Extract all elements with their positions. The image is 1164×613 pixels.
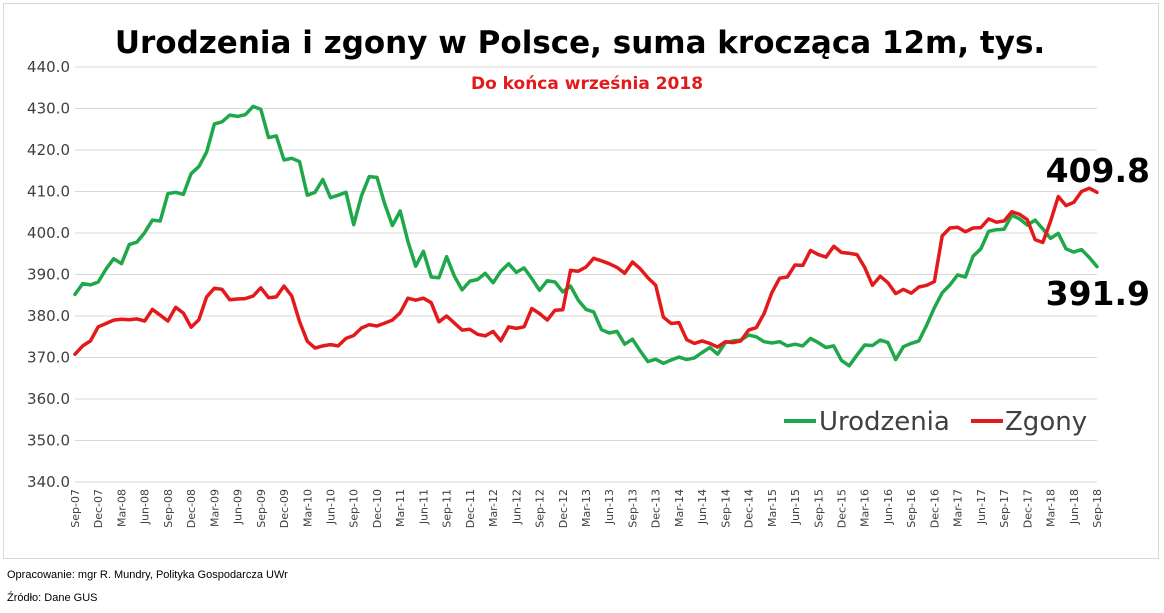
y-tick-label: 340.0 bbox=[27, 473, 70, 491]
y-tick-label: 390.0 bbox=[27, 266, 70, 284]
x-tick-label: Dec-13 bbox=[650, 489, 663, 528]
x-tick-label: Jun-13 bbox=[603, 489, 616, 525]
x-tick-label: Dec-08 bbox=[185, 489, 198, 528]
x-tick-label: Dec-07 bbox=[92, 489, 105, 528]
x-tick-label: Dec-10 bbox=[371, 489, 384, 528]
chart: Urodzenia i zgony w Polsce, suma krocząc… bbox=[27, 25, 1150, 528]
x-tick-label: Sep-17 bbox=[998, 489, 1011, 528]
x-tick-label: Sep-11 bbox=[441, 489, 454, 528]
x-tick-label: Mar-15 bbox=[766, 489, 779, 527]
x-tick-label: Jun-16 bbox=[882, 489, 895, 525]
series-lines bbox=[73, 104, 1099, 368]
x-tick-label: Jun-18 bbox=[1068, 489, 1081, 525]
series-line-urodzenia bbox=[73, 104, 1099, 368]
x-tick-label: Mar-13 bbox=[580, 489, 593, 527]
end-label-urodzenia: 391.9 bbox=[1046, 274, 1150, 313]
x-tick-label: Mar-18 bbox=[1045, 489, 1058, 527]
x-tick-label: Jun-10 bbox=[325, 489, 338, 525]
x-tick-label: Mar-10 bbox=[301, 489, 314, 527]
y-tick-label: 420.0 bbox=[27, 141, 70, 159]
y-tick-label: 410.0 bbox=[27, 183, 70, 201]
y-tick-label: 370.0 bbox=[27, 349, 70, 367]
y-tick-label: 430.0 bbox=[27, 100, 70, 118]
legend: Urodzenia Zgony bbox=[784, 407, 1087, 437]
x-tick-label: Mar-09 bbox=[208, 489, 221, 527]
x-tick-label: Dec-14 bbox=[743, 489, 756, 528]
legend-label-zgony: Zgony bbox=[1005, 407, 1087, 437]
x-tick-label: Jun-09 bbox=[232, 489, 245, 525]
y-tick-label: 400.0 bbox=[27, 224, 70, 242]
end-label-zgony: 409.8 bbox=[1046, 151, 1150, 190]
x-tick-label: Mar-11 bbox=[394, 489, 407, 527]
x-tick-label: Jun-08 bbox=[139, 489, 152, 525]
x-tick-label: Sep-10 bbox=[348, 489, 361, 528]
x-tick-label: Jun-14 bbox=[696, 489, 709, 525]
x-tick-label: Dec-16 bbox=[928, 489, 941, 528]
x-tick-label: Jun-11 bbox=[417, 489, 430, 525]
x-tick-label: Sep-09 bbox=[255, 489, 268, 528]
x-tick-label: Dec-15 bbox=[836, 489, 849, 528]
x-tick-label: Mar-12 bbox=[487, 489, 500, 527]
chart-title: Urodzenia i zgony w Polsce, suma krocząc… bbox=[115, 25, 1045, 61]
x-tick-label: Dec-09 bbox=[278, 489, 291, 528]
footer-author: Opracowanie: mgr R. Mundry, Polityka Gos… bbox=[7, 569, 288, 581]
x-tick-label: Sep-13 bbox=[626, 489, 639, 528]
y-tick-label: 360.0 bbox=[27, 390, 70, 408]
x-tick-label: Sep-14 bbox=[719, 489, 732, 528]
x-tick-label: Dec-11 bbox=[464, 489, 477, 528]
y-tick-label: 350.0 bbox=[27, 432, 70, 450]
x-tick-label: Sep-18 bbox=[1091, 489, 1104, 528]
series-line-zgony bbox=[73, 186, 1099, 356]
gridlines bbox=[75, 66, 1097, 483]
end-labels: 391.9 409.8 bbox=[1046, 151, 1150, 313]
x-tick-label: Mar-16 bbox=[859, 489, 872, 527]
x-tick-label: Sep-15 bbox=[812, 489, 825, 528]
chart-subtitle: Do końca września 2018 bbox=[471, 74, 703, 94]
y-tick-label: 440.0 bbox=[27, 58, 70, 76]
footer-source: Źródło: Dane GUS bbox=[7, 592, 98, 604]
legend-label-urodzenia: Urodzenia bbox=[819, 407, 950, 437]
y-axis-ticks: 340.0 350.0 360.0 370.0 380.0 390.0 400.0 410.0… bbox=[27, 58, 70, 491]
y-tick-label: 380.0 bbox=[27, 307, 70, 325]
x-tick-label: Jun-15 bbox=[789, 489, 802, 525]
x-tick-label: Mar-14 bbox=[673, 489, 686, 527]
x-tick-label: Mar-17 bbox=[952, 489, 965, 527]
x-tick-label: Sep-12 bbox=[534, 489, 547, 528]
x-axis-ticks: Sep-07 Dec-07 Mar-08 Jun-08 Sep-08 Dec-08 Mar-… bbox=[69, 489, 1104, 528]
x-tick-label: Jun-12 bbox=[510, 489, 523, 525]
x-tick-label: Sep-07 bbox=[69, 489, 82, 528]
x-tick-label: Sep-08 bbox=[162, 489, 175, 528]
chart-frame bbox=[3, 3, 1159, 559]
x-tick-label: Dec-12 bbox=[557, 489, 570, 528]
x-tick-label: Jun-17 bbox=[975, 489, 988, 525]
x-tick-label: Mar-08 bbox=[115, 489, 128, 527]
x-tick-label: Dec-17 bbox=[1021, 489, 1034, 528]
x-tick-label: Sep-16 bbox=[905, 489, 918, 528]
